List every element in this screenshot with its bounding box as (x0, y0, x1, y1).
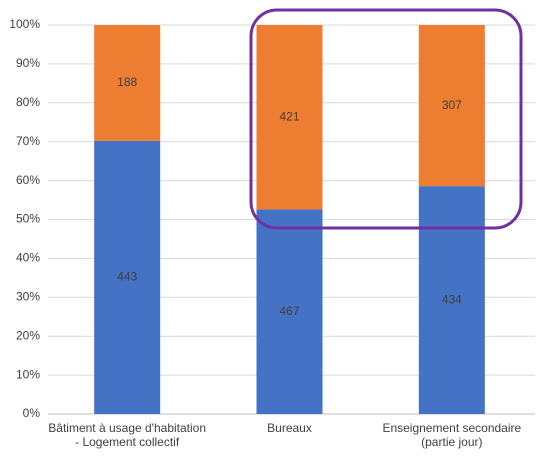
data-label: 443 (117, 270, 137, 284)
data-label: 421 (279, 109, 299, 123)
data-label: 467 (279, 304, 299, 318)
y-tick-label: 0% (23, 406, 41, 420)
data-label: 307 (442, 98, 462, 112)
y-tick-label: 100% (9, 17, 40, 31)
bar-segment (256, 25, 323, 210)
x-tick-label: Bâtiment à usage d'habitation - Logement… (48, 421, 207, 449)
x-tick-label: Bureaux (267, 421, 312, 435)
highlight-box (249, 8, 523, 230)
y-tick-label: 50% (16, 212, 40, 226)
y-tick-label: 20% (16, 328, 40, 342)
y-tick-label: 80% (16, 95, 40, 109)
bar-segment (94, 140, 161, 415)
bar-segment (94, 25, 161, 141)
data-label: 188 (117, 75, 137, 89)
y-tick-label: 30% (16, 289, 40, 303)
y-tick-label: 90% (16, 56, 40, 70)
y-tick-label: 40% (16, 251, 40, 265)
bar-segment (256, 209, 323, 414)
bar-segment (418, 186, 485, 414)
y-tick-label: 60% (16, 173, 40, 187)
data-label: 434 (442, 292, 462, 306)
y-tick-label: 10% (16, 367, 40, 381)
bar-segment (418, 25, 485, 187)
y-tick-label: 70% (16, 134, 40, 148)
x-tick-label: Enseignement secondaire (partie jour) (382, 421, 522, 449)
